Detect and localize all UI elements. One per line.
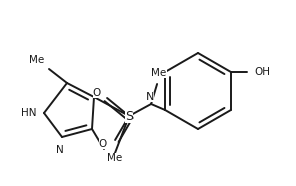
Text: HN: HN [20, 108, 36, 118]
Text: N: N [56, 145, 64, 155]
Text: Me: Me [107, 153, 122, 163]
Text: S: S [125, 110, 133, 123]
Text: O: O [93, 88, 101, 98]
Text: OH: OH [254, 67, 270, 77]
Text: Me: Me [152, 68, 167, 78]
Text: O: O [99, 139, 107, 149]
Text: N: N [146, 92, 154, 102]
Text: Me: Me [29, 55, 44, 65]
